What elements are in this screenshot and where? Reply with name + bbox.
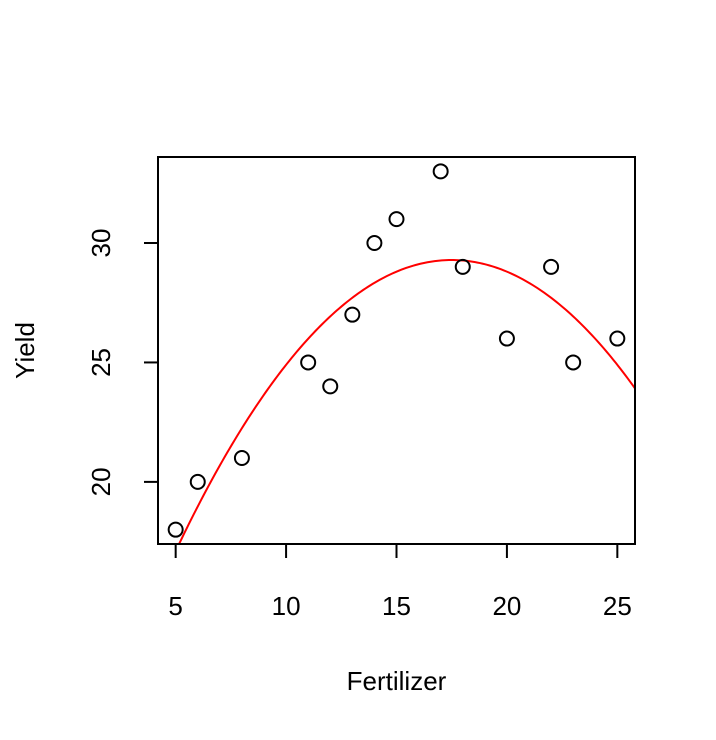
data-point xyxy=(609,330,626,347)
data-point xyxy=(432,163,449,180)
data-point xyxy=(543,258,560,275)
fit-curve-layer xyxy=(177,259,635,544)
data-point xyxy=(233,450,250,466)
data-point xyxy=(565,354,582,371)
data-point xyxy=(366,235,383,251)
x-tick-label: 25 xyxy=(603,591,632,621)
data-point xyxy=(454,258,471,275)
data-point xyxy=(388,211,405,228)
x-axis: 5 10 15 20 25 xyxy=(168,543,632,621)
data-point xyxy=(498,330,515,347)
x-axis-label: Fertilizer xyxy=(347,666,447,696)
x-tick-label: 20 xyxy=(492,591,521,621)
y-axis-label: Yield xyxy=(10,322,40,379)
data-point xyxy=(189,473,206,490)
data-point xyxy=(344,306,361,323)
data-point xyxy=(300,354,317,371)
data-points-layer xyxy=(167,163,626,538)
y-tick-label: 30 xyxy=(86,229,116,258)
x-tick-label: 15 xyxy=(382,591,411,621)
y-tick-label: 20 xyxy=(86,467,116,496)
data-point xyxy=(167,521,184,538)
data-point xyxy=(322,378,339,395)
y-axis: 20 25 30 xyxy=(86,229,159,496)
fit-curve-line xyxy=(177,259,635,544)
x-tick-label: 10 xyxy=(272,591,301,621)
x-tick-label: 5 xyxy=(168,591,182,621)
y-tick-label: 25 xyxy=(86,348,116,377)
